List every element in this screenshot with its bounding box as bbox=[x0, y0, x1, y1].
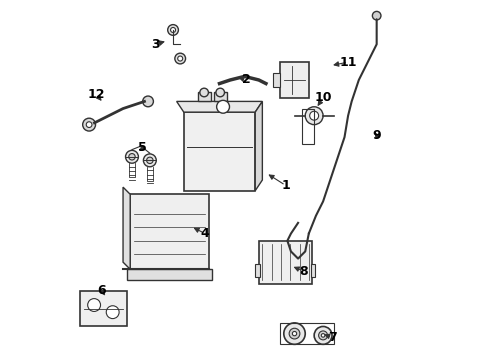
Polygon shape bbox=[255, 102, 262, 191]
Text: 5: 5 bbox=[138, 141, 147, 154]
FancyBboxPatch shape bbox=[183, 112, 255, 191]
Circle shape bbox=[313, 327, 331, 344]
Text: 10: 10 bbox=[314, 91, 331, 104]
FancyBboxPatch shape bbox=[214, 93, 226, 102]
Circle shape bbox=[143, 154, 156, 167]
Text: 12: 12 bbox=[87, 88, 105, 101]
Text: 4: 4 bbox=[201, 227, 209, 240]
FancyBboxPatch shape bbox=[198, 93, 210, 102]
Text: 9: 9 bbox=[371, 129, 380, 142]
Circle shape bbox=[318, 331, 327, 340]
Text: 1: 1 bbox=[281, 179, 289, 192]
Circle shape bbox=[170, 27, 175, 32]
Circle shape bbox=[82, 118, 95, 131]
Polygon shape bbox=[123, 187, 130, 269]
Circle shape bbox=[372, 12, 380, 20]
Circle shape bbox=[146, 157, 153, 163]
FancyBboxPatch shape bbox=[272, 73, 280, 87]
FancyBboxPatch shape bbox=[280, 62, 308, 98]
Circle shape bbox=[128, 154, 135, 160]
Circle shape bbox=[292, 332, 296, 336]
Text: 7: 7 bbox=[327, 331, 336, 344]
FancyBboxPatch shape bbox=[80, 291, 126, 327]
Circle shape bbox=[321, 334, 324, 337]
Circle shape bbox=[200, 88, 208, 97]
Text: 3: 3 bbox=[151, 38, 159, 51]
Circle shape bbox=[167, 24, 178, 35]
Circle shape bbox=[86, 122, 92, 127]
Circle shape bbox=[216, 100, 229, 113]
Text: 2: 2 bbox=[242, 73, 250, 86]
FancyBboxPatch shape bbox=[130, 194, 208, 269]
Circle shape bbox=[288, 328, 299, 339]
FancyBboxPatch shape bbox=[255, 264, 259, 277]
Text: 8: 8 bbox=[299, 265, 307, 278]
Circle shape bbox=[283, 323, 305, 344]
Text: 6: 6 bbox=[97, 284, 106, 297]
FancyBboxPatch shape bbox=[258, 241, 312, 284]
Circle shape bbox=[125, 150, 138, 163]
Text: 11: 11 bbox=[339, 55, 356, 69]
Polygon shape bbox=[176, 102, 262, 112]
Circle shape bbox=[175, 53, 185, 64]
FancyBboxPatch shape bbox=[310, 264, 314, 277]
Circle shape bbox=[106, 306, 119, 319]
Circle shape bbox=[142, 96, 153, 107]
FancyBboxPatch shape bbox=[126, 269, 212, 280]
Circle shape bbox=[87, 298, 101, 311]
Circle shape bbox=[177, 56, 183, 61]
Circle shape bbox=[305, 107, 323, 125]
Circle shape bbox=[216, 88, 224, 97]
Circle shape bbox=[309, 111, 318, 120]
